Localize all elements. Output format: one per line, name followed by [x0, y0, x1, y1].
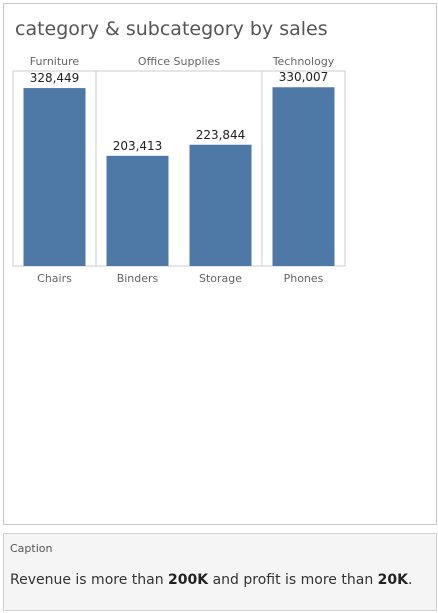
- data-label: 203,413: [113, 139, 163, 153]
- caption-panel: Caption Revenue is more than 200K and pr…: [3, 533, 437, 611]
- caption-suffix: .: [407, 572, 413, 588]
- chart-title: category & subcategory by sales: [15, 18, 328, 40]
- caption-middle: and profit is more than: [208, 572, 378, 588]
- group-label: Technology: [272, 55, 335, 68]
- bar: [23, 88, 86, 267]
- caption-header: Caption: [10, 542, 53, 555]
- plot-frame: [12, 70, 346, 267]
- bar: [272, 87, 335, 266]
- data-label: 330,007: [279, 70, 329, 84]
- data-label: 328,449: [30, 71, 80, 85]
- category-tick-label: Binders: [117, 272, 159, 285]
- group-label: Furniture: [30, 55, 80, 68]
- category-tick-label: Chairs: [37, 272, 72, 285]
- group-label: Office Supplies: [138, 55, 220, 68]
- category-tick-label: Phones: [284, 272, 324, 285]
- bar-chart: Furniture Office Supplies Technology 328,44…: [12, 55, 346, 285]
- data-label: 223,844: [196, 128, 246, 142]
- bar: [189, 144, 252, 266]
- caption-text: Revenue is more than 200K and profit is …: [10, 572, 412, 588]
- caption-prefix: Revenue is more than: [10, 572, 169, 588]
- category-tick-label: Storage: [199, 272, 242, 285]
- caption-value-revenue: 200K: [168, 572, 209, 588]
- caption-value-profit: 20K: [377, 572, 408, 588]
- bar: [106, 155, 169, 266]
